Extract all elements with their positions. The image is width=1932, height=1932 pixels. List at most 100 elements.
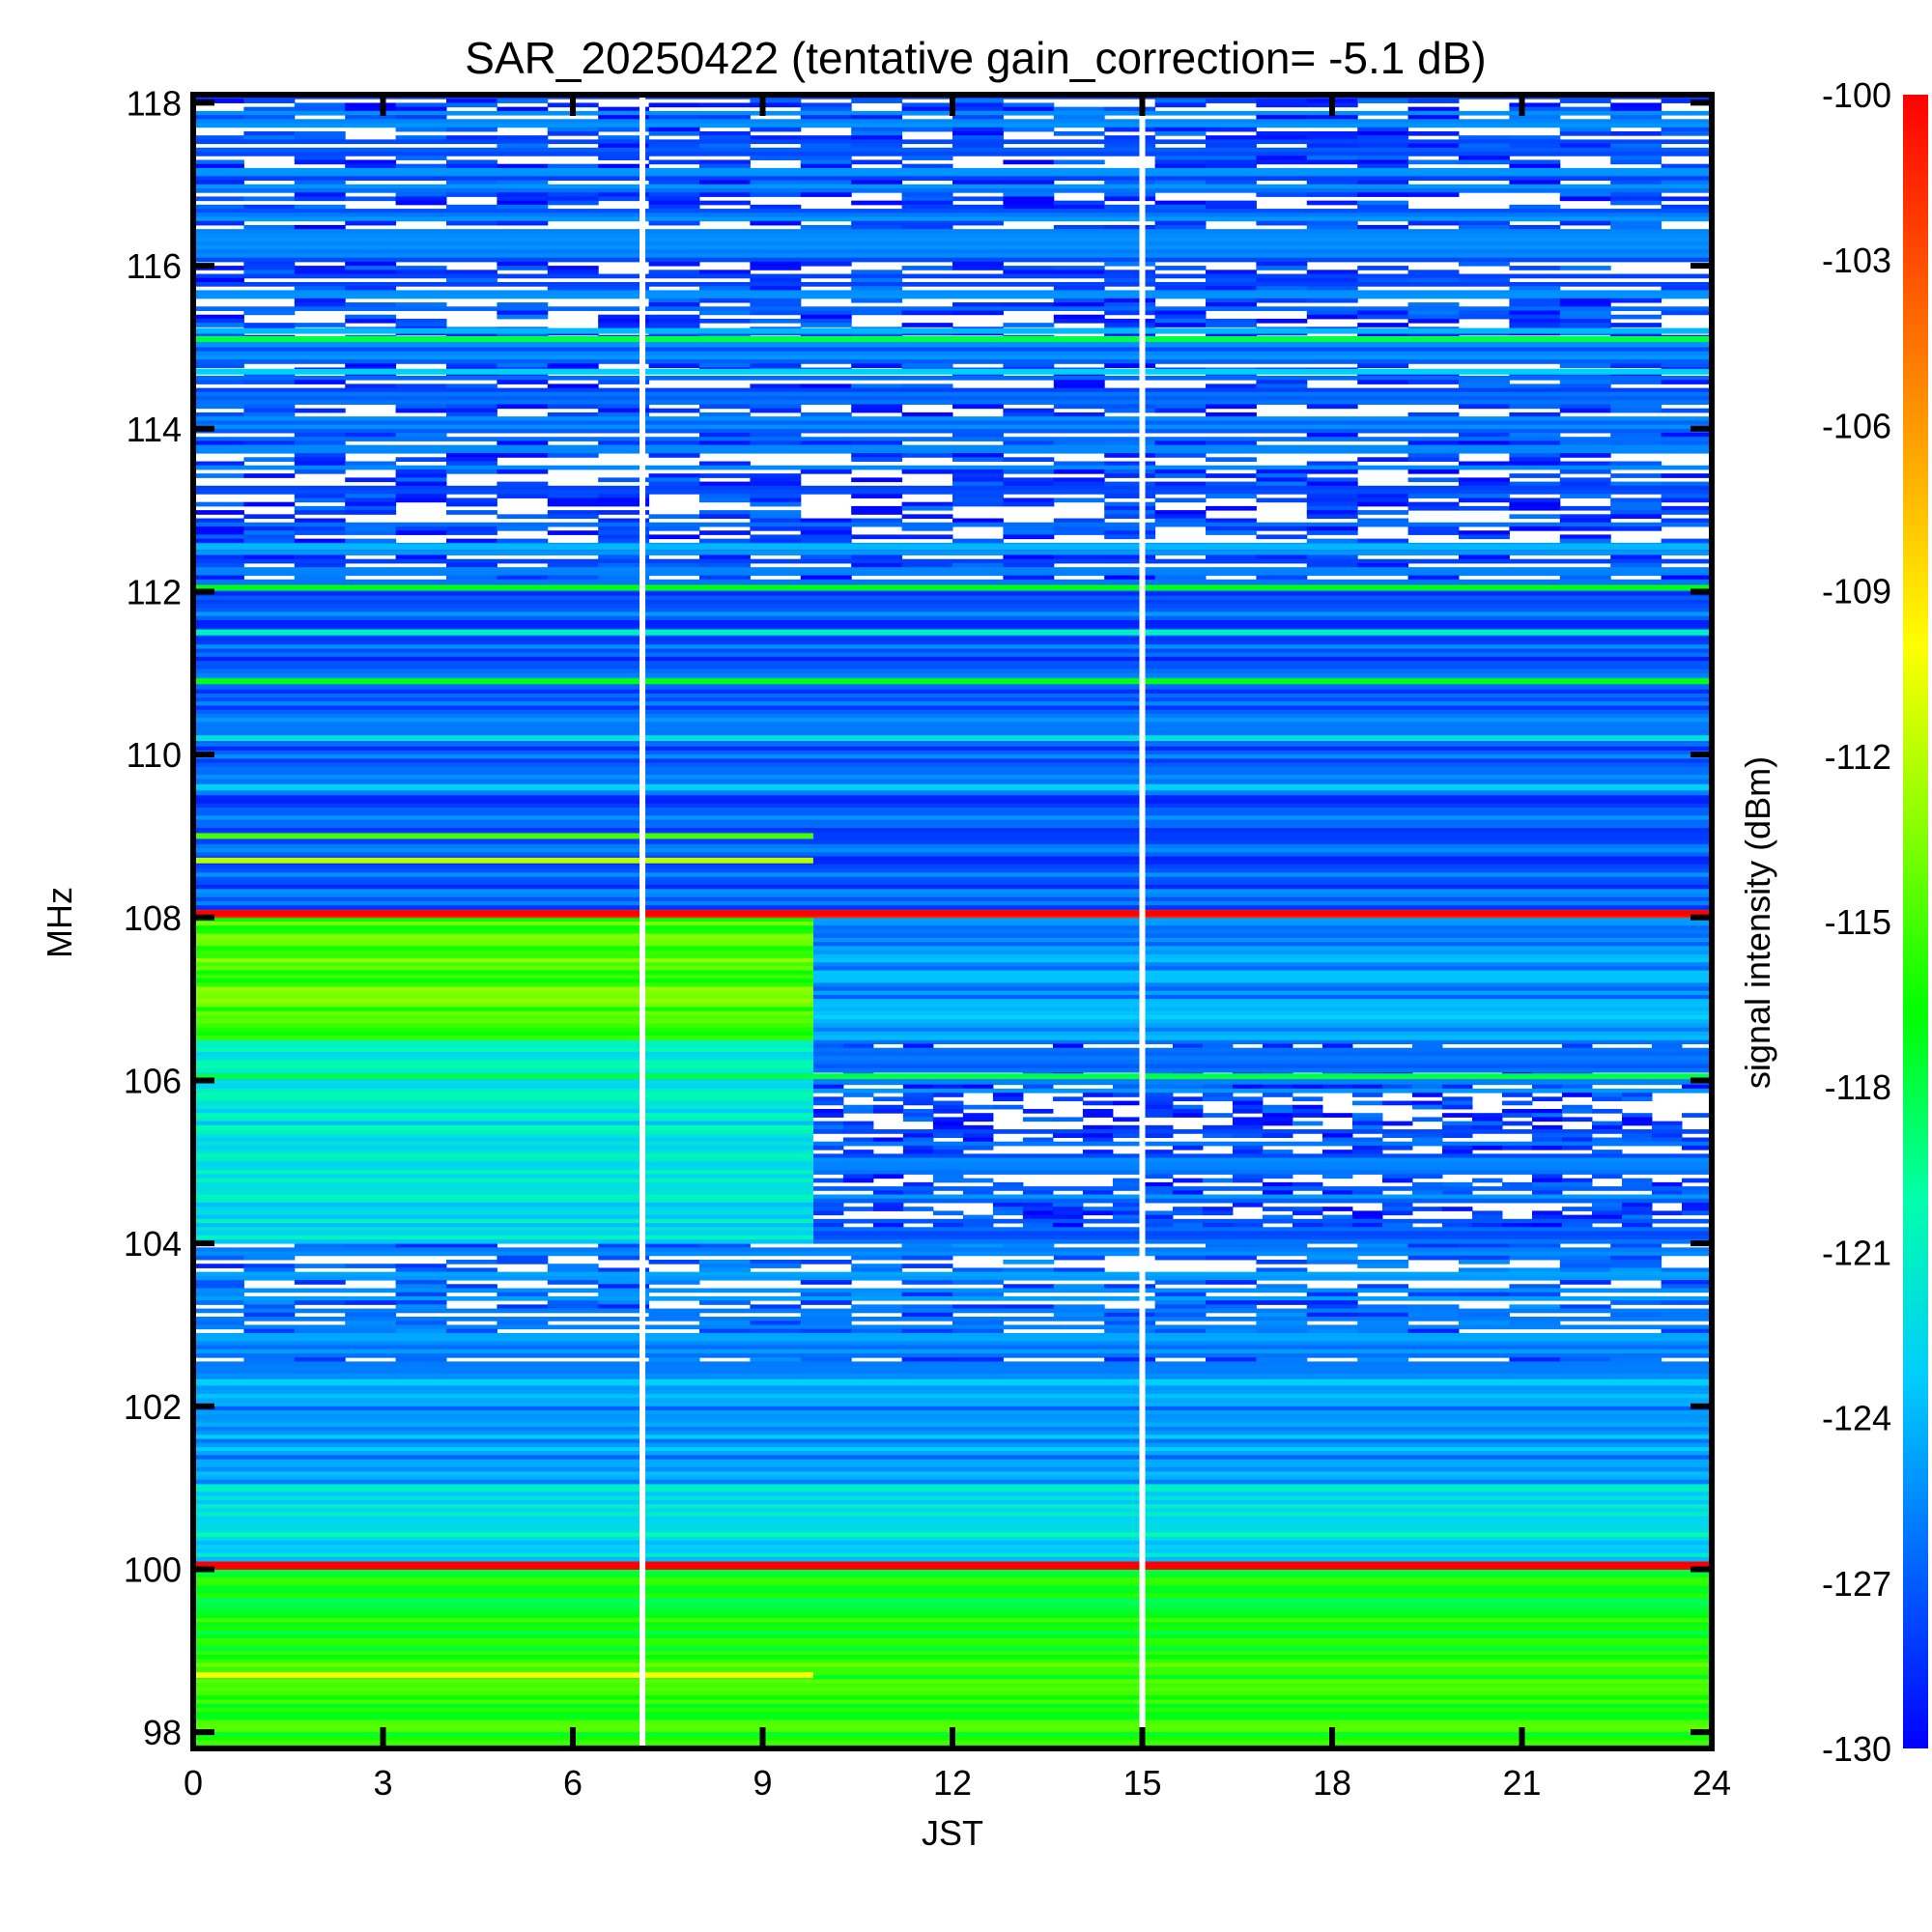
- band-speckle: [1142, 1084, 1174, 1090]
- band-row: [193, 1683, 1712, 1689]
- band-speckle: [851, 1292, 903, 1297]
- band-speckle: [345, 159, 397, 165]
- band-row: [193, 746, 1712, 752]
- band-speckle: [902, 1084, 934, 1090]
- band-speckle: [1381, 1202, 1413, 1208]
- band-speckle: [1407, 130, 1460, 136]
- band-speckle: [1172, 1108, 1204, 1114]
- band-speckle: [952, 473, 1004, 478]
- band-speckle: [1112, 1202, 1144, 1208]
- band-speckle: [598, 1292, 650, 1297]
- band-speckle: [1112, 1133, 1144, 1138]
- band-speckle: [1104, 494, 1156, 498]
- band-speckle: [851, 404, 903, 410]
- band-speckle: [497, 192, 549, 197]
- band-speckle: [294, 453, 346, 458]
- band-speckle: [1321, 1137, 1353, 1143]
- band-speckle: [547, 266, 599, 270]
- band-row: [193, 1247, 1712, 1253]
- spectral-line-15: [193, 336, 1712, 343]
- band-speckle: [1621, 1093, 1653, 1097]
- band-speckle: [1306, 159, 1358, 165]
- band-speckle: [193, 99, 244, 103]
- band-speckle: [1306, 1300, 1358, 1305]
- band-speckle: [901, 310, 953, 316]
- band-speckle: [1053, 412, 1105, 417]
- band-row: [812, 1036, 1712, 1040]
- band-row: [193, 1492, 1712, 1497]
- band-row: [193, 1540, 1712, 1546]
- band-speckle: [952, 453, 1004, 458]
- band-speckle: [1262, 1117, 1293, 1122]
- band-speckle: [1591, 1096, 1623, 1102]
- band-speckle: [1621, 1117, 1653, 1122]
- band-speckle: [952, 1280, 1004, 1285]
- band-speckle: [952, 469, 1004, 474]
- band-speckle: [1459, 310, 1510, 316]
- band-row: [193, 652, 1712, 658]
- band-row: [193, 1593, 1712, 1599]
- band-row: [193, 619, 1712, 625]
- band-speckle: [699, 494, 751, 498]
- band-speckle: [547, 200, 599, 206]
- band-speckle: [1610, 220, 1662, 226]
- band-speckle: [1561, 1137, 1593, 1143]
- band-speckle: [243, 554, 296, 560]
- band-speckle: [1509, 106, 1561, 112]
- band-speckle: [294, 192, 346, 197]
- band-speckle: [1292, 1104, 1323, 1110]
- band-speckle: [1142, 1100, 1174, 1106]
- band-speckle: [1053, 115, 1105, 120]
- band-speckle: [962, 1145, 994, 1151]
- band-row: [193, 950, 813, 955]
- band-row: [193, 558, 1712, 564]
- band-speckle: [1561, 1043, 1593, 1049]
- band-row: [193, 1642, 1712, 1648]
- band-speckle: [1256, 266, 1308, 270]
- band-speckle: [1681, 1113, 1712, 1118]
- band-row: [193, 1634, 1712, 1639]
- band-speckle: [901, 156, 953, 160]
- band-speckle: [1306, 298, 1358, 303]
- band-speckle: [932, 1223, 964, 1228]
- band-speckle: [699, 461, 751, 467]
- band-speckle: [952, 102, 1004, 108]
- band-row: [193, 1100, 813, 1106]
- band-speckle: [345, 510, 397, 515]
- band-speckle: [1610, 501, 1662, 507]
- band-speckle: [1022, 1108, 1054, 1114]
- band-speckle: [812, 1178, 844, 1183]
- band-speckle: [842, 1150, 874, 1154]
- band-row: [193, 1670, 1712, 1676]
- band-speckle: [1441, 1190, 1473, 1196]
- band-speckle: [851, 135, 903, 140]
- band-row: [812, 1031, 1712, 1037]
- band-row: [193, 1455, 1712, 1461]
- band-speckle: [901, 1328, 953, 1334]
- band-speckle: [1509, 1292, 1561, 1297]
- band-speckle: [446, 510, 497, 515]
- band-speckle: [1610, 180, 1662, 185]
- band-row: [193, 1402, 1712, 1407]
- band-speckle: [800, 314, 852, 320]
- band-speckle: [1411, 1084, 1443, 1090]
- band-speckle: [962, 1104, 994, 1110]
- band-speckle: [1053, 200, 1105, 206]
- band-speckle: [1306, 562, 1358, 568]
- band-speckle: [800, 1357, 852, 1362]
- band-row: [193, 355, 1712, 360]
- band-speckle: [446, 1259, 497, 1264]
- band-row: [193, 1150, 813, 1154]
- band-speckle: [1003, 270, 1055, 275]
- band-row: [193, 722, 1712, 727]
- band-row: [193, 233, 1712, 239]
- band-row: [193, 922, 813, 926]
- band-row: [193, 1659, 1712, 1663]
- band-speckle: [962, 1133, 994, 1138]
- x-axis-label: JST: [922, 1813, 983, 1853]
- band-speckle: [1661, 130, 1712, 136]
- band-row: [193, 1137, 813, 1143]
- band-row: [193, 1235, 813, 1240]
- band-row: [193, 697, 1712, 702]
- colorbar-tick-label: -100: [1822, 75, 1891, 115]
